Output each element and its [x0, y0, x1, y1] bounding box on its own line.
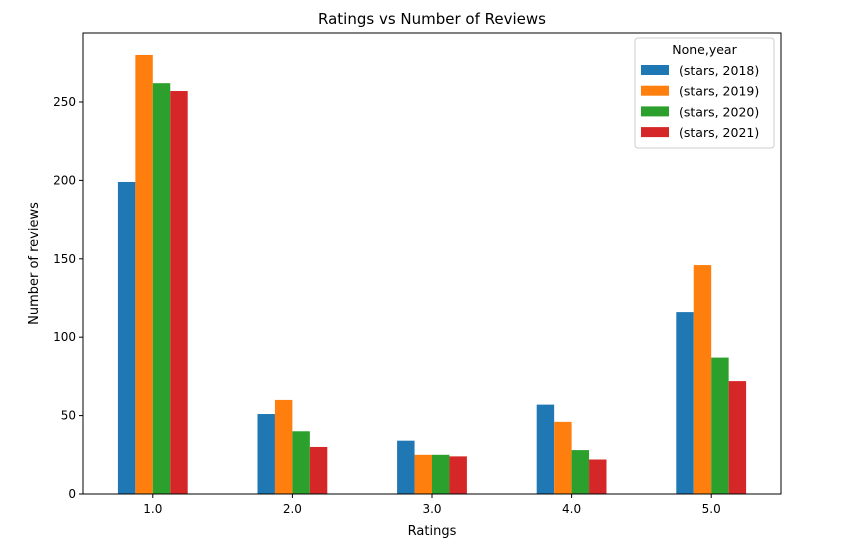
y-tick-label: 100: [53, 330, 76, 344]
chart-title: Ratings vs Number of Reviews: [318, 10, 546, 28]
legend-swatch: [641, 127, 669, 138]
x-tick-label: 5.0: [702, 502, 721, 516]
legend-label: (stars, 2018): [679, 63, 759, 78]
bar-stars-2021-5-0: [728, 381, 747, 494]
bar-stars-2019-5-0: [693, 265, 712, 494]
y-tick-label: 50: [61, 409, 76, 423]
legend-swatch: [641, 106, 669, 117]
bar-stars-2021-1-0: [170, 91, 188, 495]
bar-stars-2018-3-0: [397, 440, 415, 494]
y-axis: 0 50 100 150 200 250: [53, 95, 83, 501]
bar-stars-2021-2-0: [309, 446, 328, 494]
x-axis: 1.0 2.0 3.0 4.0 5.0: [143, 494, 721, 516]
y-tick-label: 200: [53, 173, 76, 187]
bar-stars-2018-4-0: [536, 404, 555, 494]
x-tick-label: 1.0: [143, 502, 162, 516]
bar-stars-2018-5-0: [676, 312, 694, 494]
y-tick-label: 150: [53, 252, 76, 266]
legend-swatch: [641, 85, 669, 96]
bar-stars-2020-5-0: [711, 357, 729, 494]
y-axis-title: Number of reviews: [27, 202, 42, 325]
bar-stars-2020-2-0: [292, 431, 310, 494]
bar-stars-2019-3-0: [414, 454, 432, 494]
bar-stars-2020-3-0: [432, 454, 450, 494]
y-tick-label: 250: [53, 95, 76, 109]
legend-title: None,year: [672, 42, 737, 57]
legend-box: [634, 37, 775, 149]
legend-label: (stars, 2019): [679, 84, 759, 99]
bars-layer: [117, 54, 747, 495]
bar-stars-2021-3-0: [449, 456, 467, 494]
x-tick-label: 4.0: [562, 502, 581, 516]
x-tick-label: 2.0: [283, 502, 302, 516]
bar-stars-2020-4-0: [571, 450, 590, 494]
legend: None,year (stars, 2018)(stars, 2019)(sta…: [634, 37, 775, 149]
x-tick-label: 3.0: [422, 502, 441, 516]
legend-label: (stars, 2020): [679, 104, 759, 119]
bar-stars-2020-1-0: [152, 83, 171, 495]
bar-stars-2019-1-0: [135, 54, 153, 494]
legend-swatch: [641, 65, 669, 75]
legend-label: (stars, 2021): [679, 125, 759, 140]
bar-stars-2018-2-0: [257, 414, 275, 494]
bar-stars-2019-4-0: [554, 421, 572, 494]
y-tick-label: 0: [68, 487, 76, 501]
x-axis-title: Ratings: [408, 524, 457, 539]
legend-items: (stars, 2018) (stars, 2019) (stars, 2020) (…: [641, 63, 759, 140]
bar-stars-2019-2-0: [274, 399, 293, 494]
bar-stars-2021-4-0: [589, 459, 607, 494]
bar-stars-2018-1-0: [117, 181, 136, 494]
